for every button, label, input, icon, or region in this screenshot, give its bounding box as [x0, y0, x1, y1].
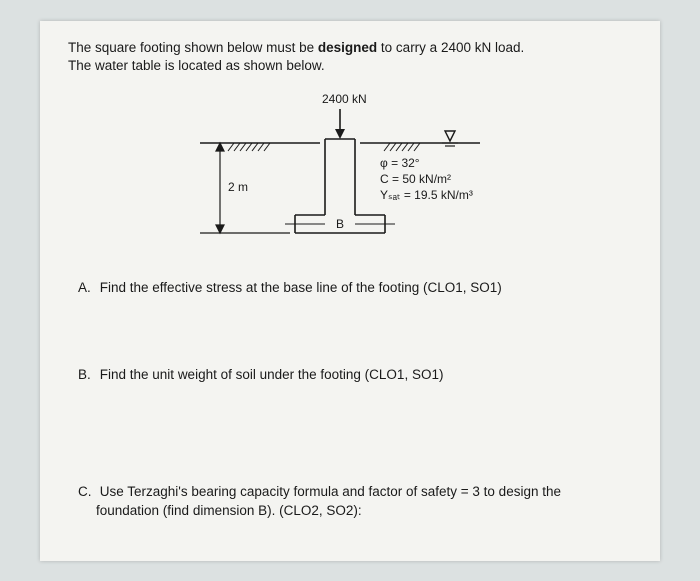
depth-label: 2 m — [228, 180, 248, 194]
marker-c: C. — [78, 483, 96, 502]
cohesion-label: C = 50 kN/m² — [380, 172, 451, 186]
question-c: C. Use Terzaghi's bearing capacity formu… — [78, 483, 632, 521]
question-b-text: Find the unit weight of soil under the f… — [100, 367, 444, 382]
intro-line2: The water table is located as shown belo… — [68, 58, 325, 73]
question-a: A. Find the effective stress at the base… — [78, 279, 632, 298]
question-a-text: Find the effective stress at the base li… — [100, 280, 502, 295]
question-c-text2: foundation (find dimension B). (CLO2, SO… — [96, 502, 362, 521]
intro-line1a: The square footing shown below must be — [68, 40, 318, 55]
question-b: B. Find the unit weight of soil under th… — [78, 366, 632, 385]
width-label: B — [336, 217, 344, 231]
question-c-text1: Use Terzaghi's bearing capacity formula … — [100, 484, 561, 499]
ground-hatch-icon — [228, 143, 420, 151]
gamma-label: Yₛₐₜ = 19.5 kN/m³ — [380, 188, 473, 202]
problem-page: The square footing shown below must be d… — [40, 21, 660, 561]
intro-line1c: to carry a 2400 kN load. — [377, 40, 524, 55]
intro-text: The square footing shown below must be d… — [68, 39, 632, 75]
marker-b: B. — [78, 366, 96, 385]
intro-bold: designed — [318, 40, 377, 55]
marker-a: A. — [78, 279, 96, 298]
load-arrow-icon — [335, 129, 345, 139]
load-label: 2400 kN — [322, 92, 367, 106]
phi-label: φ = 32° — [380, 156, 420, 170]
footing-diagram: 2400 kN — [170, 89, 530, 259]
